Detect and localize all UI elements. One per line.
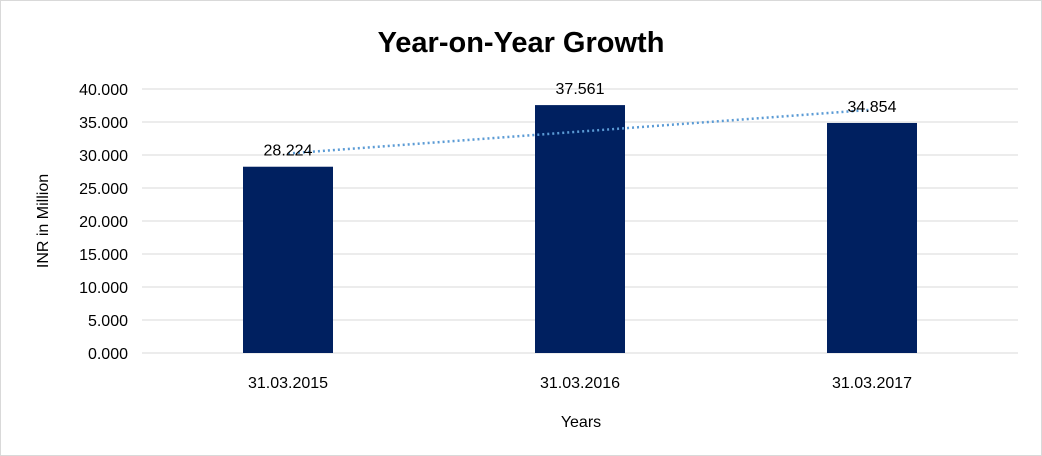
- y-axis-tick-labels: 0.000 5.000 10.000 15.000 20.000 25.000 30.000…: [79, 82, 128, 363]
- y-tick-label: 35.000: [79, 115, 128, 132]
- chart-title: Year-on-Year Growth: [378, 27, 665, 59]
- y-tick-label: 40.000: [79, 82, 128, 99]
- y-tick-label: 25.000: [79, 181, 128, 198]
- y-tick-label: 10.000: [79, 280, 128, 297]
- data-label: 34.854: [848, 99, 897, 116]
- bar: [827, 122, 917, 354]
- x-tick-label: 31.03.2016: [540, 375, 620, 392]
- y-tick-label: 20.000: [79, 214, 128, 231]
- bar: [243, 166, 333, 353]
- y-axis-title: INR in Million: [35, 174, 52, 268]
- data-label: 37.561: [556, 81, 605, 98]
- x-axis-tick-labels: 31.03.2015 31.03.2016 31.03.2017: [248, 375, 912, 392]
- y-tick-label: 30.000: [79, 148, 128, 165]
- data-labels: 28.224 37.561 34.854: [264, 81, 897, 160]
- y-tick-label: 15.000: [79, 247, 128, 264]
- x-tick-label: 31.03.2015: [248, 375, 328, 392]
- x-axis-title: Years: [561, 414, 601, 431]
- y-tick-label: 0.000: [88, 346, 128, 363]
- data-label: 28.224: [264, 143, 313, 160]
- bars: [243, 105, 917, 354]
- y-tick-label: 5.000: [88, 313, 128, 330]
- x-tick-label: 31.03.2017: [832, 375, 912, 392]
- bar: [535, 105, 625, 353]
